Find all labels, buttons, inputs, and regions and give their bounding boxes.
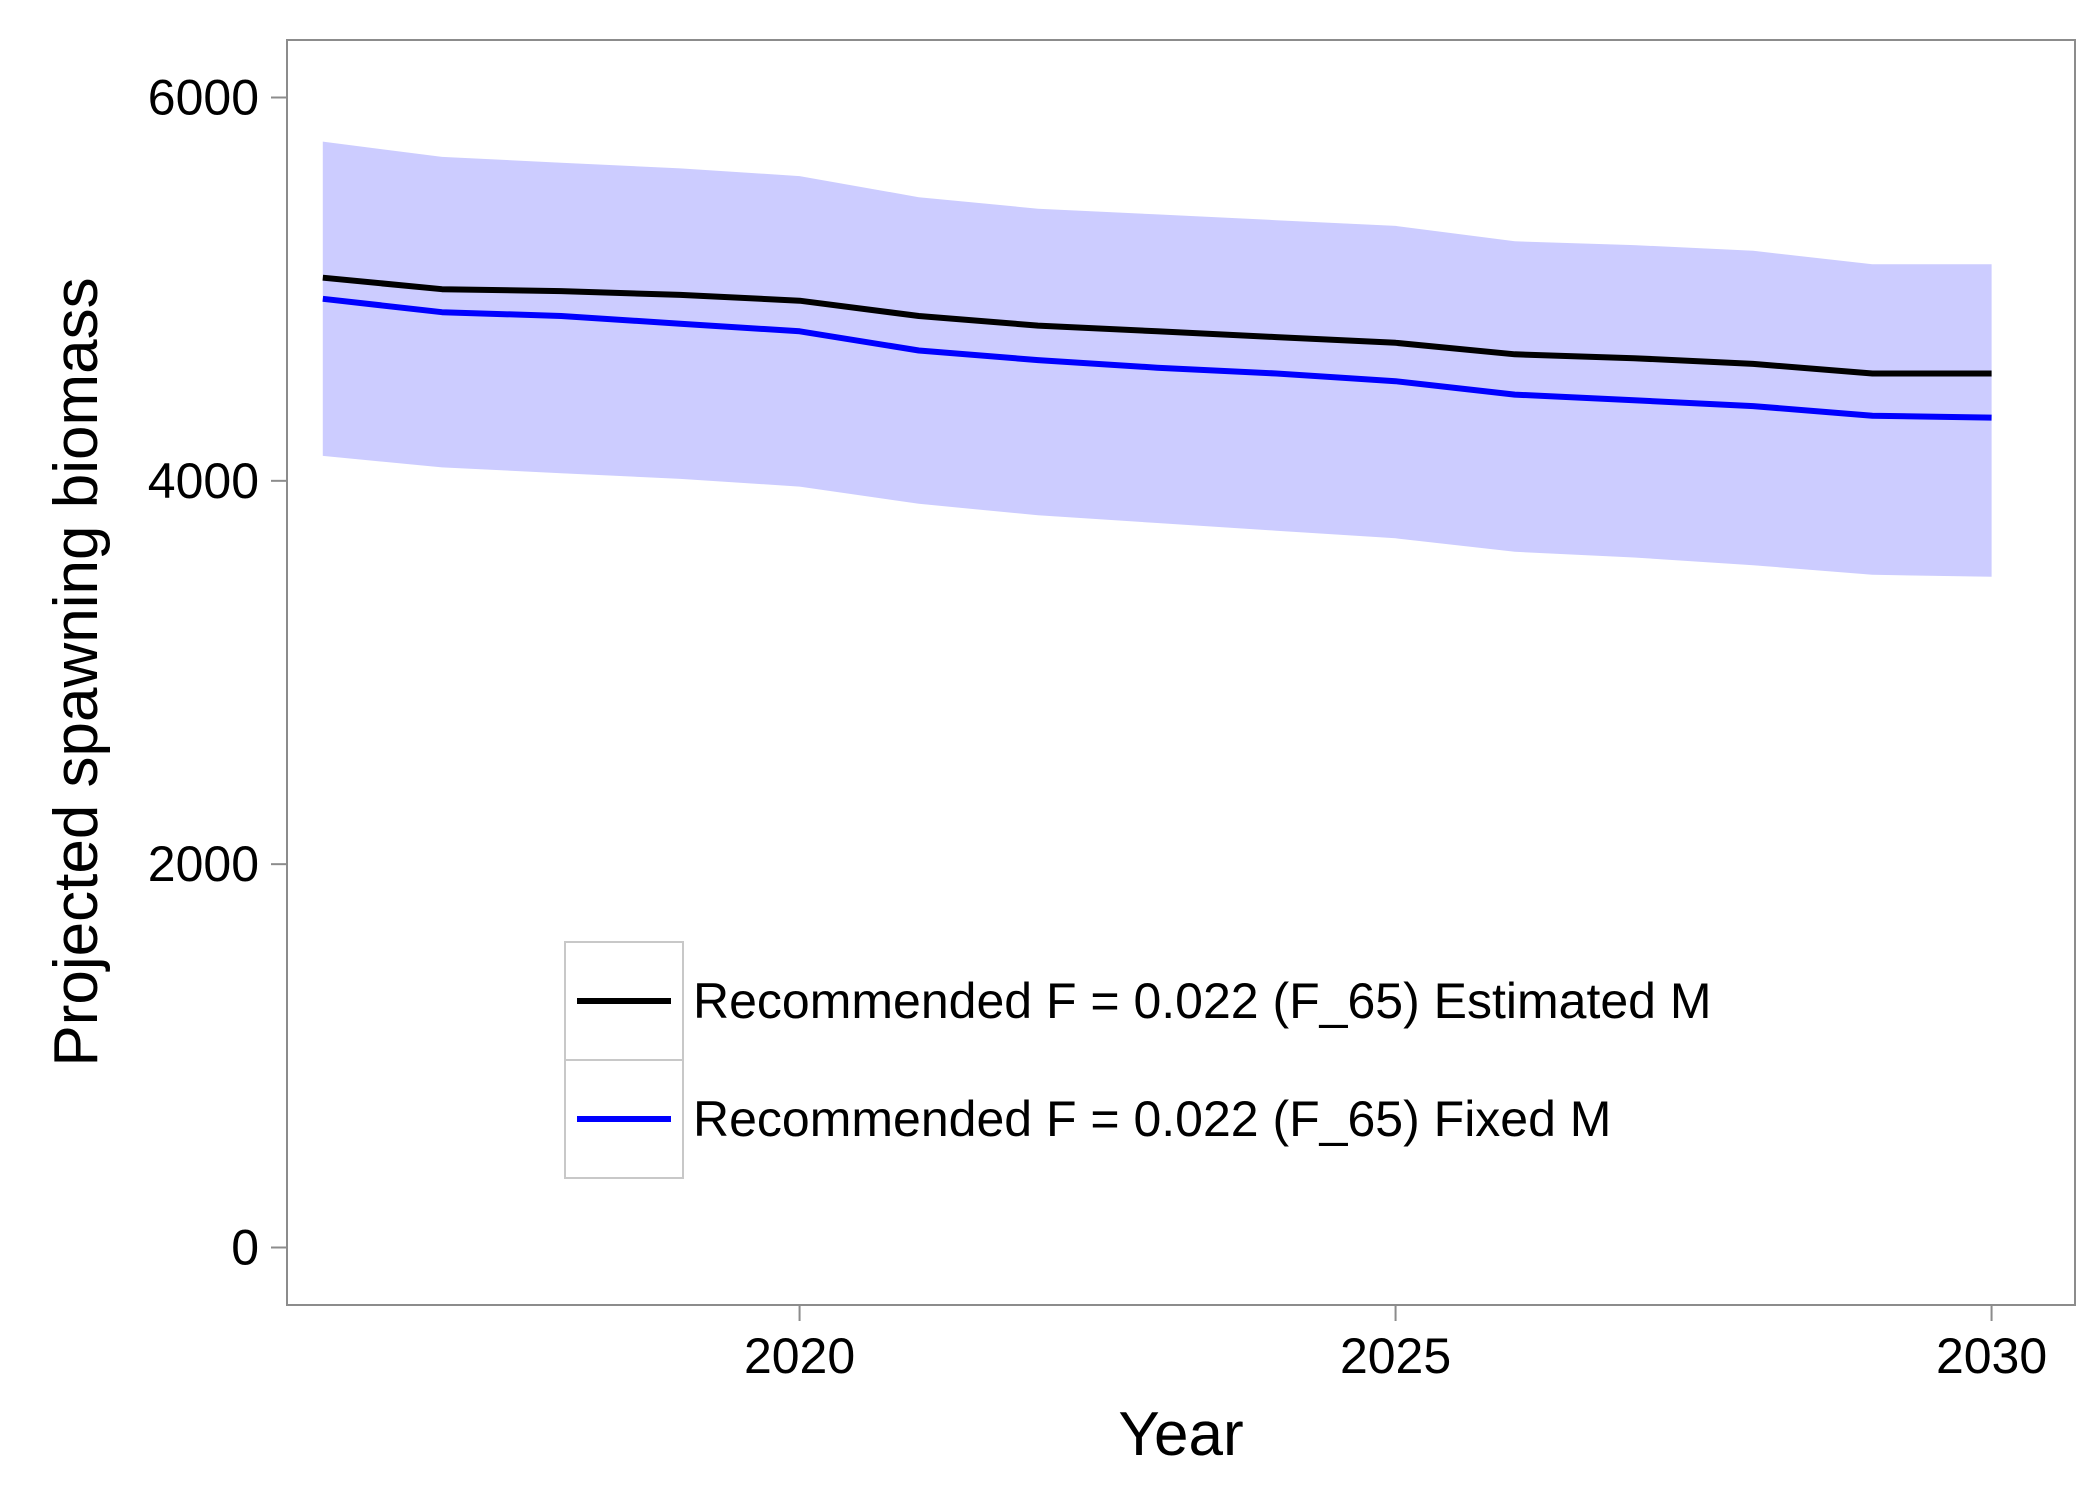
legend: Recommended F = 0.022 (F_65) Estimated M… [564,941,1712,1179]
x-tick-label: 2025 [1340,1328,1451,1384]
confidence-ribbon-layer [322,141,1992,577]
y-axis: 0 2000 4000 6000 [148,70,287,1276]
legend-label-estimated-m: Recommended F = 0.022 (F_65) Estimated M [693,973,1712,1029]
y-tick-label: 0 [231,1220,259,1276]
series-layer [322,274,1992,421]
series-line-fixed-m [322,295,1992,421]
y-axis-title: Projected spawning biomass [42,277,111,1066]
y-tick-label: 2000 [148,836,259,892]
x-tick-label: 2030 [1936,1328,2047,1384]
x-tick-label: 2020 [744,1328,855,1384]
x-axis: 2020 2025 2030 [744,1305,2047,1384]
y-tick-label: 4000 [148,453,259,509]
x-axis-title: Year [1118,1400,1243,1469]
legend-label-fixed-m: Recommended F = 0.022 (F_65) Fixed M [693,1091,1611,1147]
plot-panel-border [286,39,2076,1306]
series-line-estimated-m [322,274,1992,377]
confidence-ribbon [322,141,1992,577]
y-tick-label: 6000 [148,70,259,126]
